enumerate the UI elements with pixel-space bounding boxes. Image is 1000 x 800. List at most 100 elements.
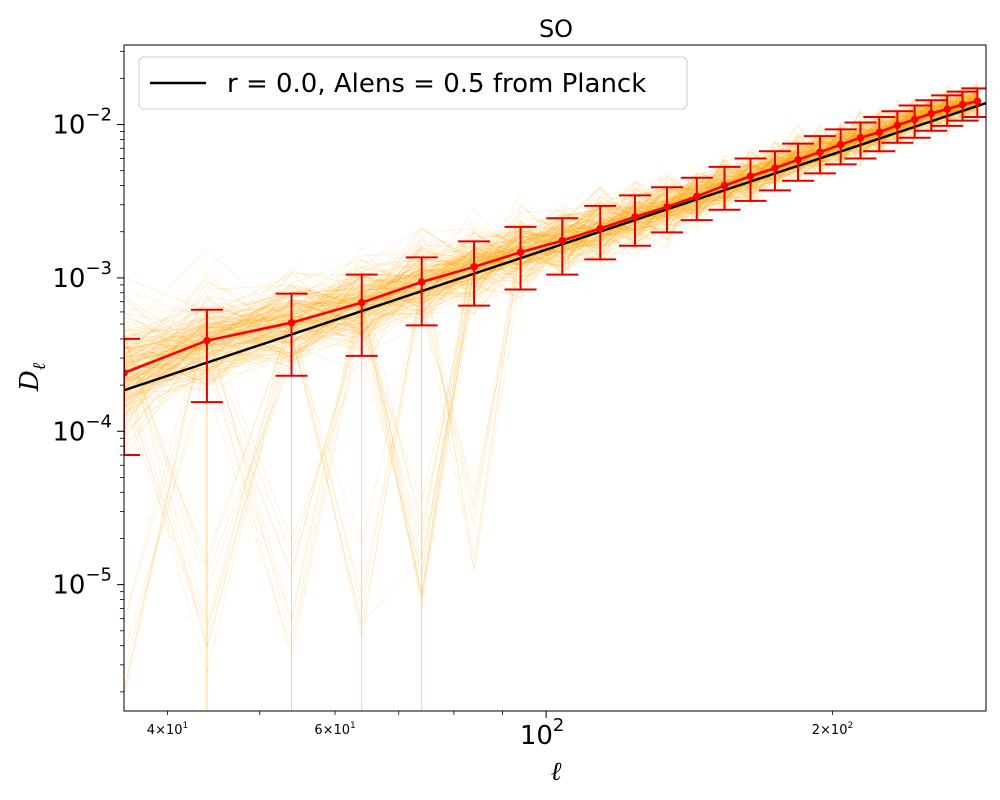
realization-line — [124, 93, 978, 364]
realization-line — [124, 109, 978, 450]
realization-line — [124, 92, 978, 407]
realization-line — [124, 92, 978, 364]
realization-line — [124, 98, 978, 591]
realization-line — [124, 110, 978, 623]
realization-line — [124, 100, 978, 382]
realizations — [124, 81, 978, 711]
realization-line — [124, 90, 978, 378]
realization-line — [124, 95, 978, 381]
realization-line — [124, 86, 978, 370]
realization-line — [124, 89, 978, 560]
realization-line — [124, 102, 978, 407]
mean-point — [927, 109, 936, 118]
x-minor-tick-label-base: 10 — [831, 723, 848, 738]
realization-line — [124, 94, 978, 411]
realization-line — [124, 97, 978, 365]
realization-line — [124, 81, 978, 637]
realization-line — [124, 86, 978, 559]
realization-line — [124, 92, 978, 365]
x-minor-tick-label-exponent: 2 — [847, 721, 853, 731]
realization-line — [124, 93, 978, 652]
realization-line — [124, 97, 978, 389]
y-tick-label-base: 10 — [52, 571, 85, 601]
legend-label-theory: r = 0.0, Alens = 0.5 from Planck — [227, 69, 646, 99]
mean-point — [836, 140, 845, 149]
realization-line — [124, 105, 978, 355]
realization-line — [124, 109, 978, 371]
realization-line — [124, 106, 978, 413]
mean-point — [893, 121, 902, 129]
realization-line — [124, 108, 978, 380]
mean-point — [357, 298, 366, 307]
realization-line — [124, 95, 978, 575]
x-minor-tick-label-base: 10 — [166, 723, 183, 738]
realization-line — [124, 91, 978, 619]
realization-line — [124, 100, 978, 599]
mean-point — [663, 203, 671, 211]
realization-line — [124, 90, 978, 369]
realization-line — [124, 84, 978, 374]
realization-line — [124, 92, 978, 379]
realization-line — [124, 99, 978, 384]
mean-point — [287, 318, 296, 327]
realization-line — [124, 95, 978, 625]
realization-line — [124, 98, 978, 341]
realization-line — [124, 97, 978, 339]
x-minor-tick-label-mantissa: 2× — [812, 723, 831, 738]
realization-line — [124, 103, 978, 649]
realization-line — [124, 93, 978, 692]
y-tick-label: 10−2 — [52, 105, 112, 141]
theory-line — [124, 101, 986, 392]
y-tick-label: 10−4 — [52, 411, 112, 447]
mean-point — [816, 148, 824, 157]
y-tick-label-base: 10 — [52, 264, 85, 294]
y-axis-label: Dℓ — [15, 362, 50, 392]
realization-line — [124, 100, 978, 378]
realization-line — [124, 100, 978, 392]
mean-point — [794, 155, 802, 164]
realization-line — [124, 98, 978, 649]
realization-line — [124, 101, 978, 402]
y-axis-label-subscript: ℓ — [29, 362, 50, 370]
realization-line — [124, 108, 978, 383]
realization-line — [124, 100, 978, 699]
realization-line — [124, 97, 978, 399]
realization-line — [124, 100, 978, 381]
realization-line — [124, 93, 978, 670]
mean-point — [875, 128, 884, 137]
chart-title: SO — [539, 15, 573, 43]
x-minor-tick-label-base: 10 — [333, 723, 350, 738]
realization-line — [124, 96, 978, 403]
legend-box — [138, 56, 688, 110]
realization-line — [124, 84, 978, 431]
y-tick-label-exponent: −4 — [85, 411, 112, 432]
realization-line — [124, 87, 978, 389]
y-tick-label-base: 10 — [52, 111, 85, 141]
x-minor-tick-label-mantissa: 6× — [314, 723, 333, 738]
y-axis-label-main: D — [15, 370, 45, 392]
realization-line — [124, 97, 978, 334]
realization-line — [124, 87, 978, 566]
y-tick-label-exponent: −3 — [85, 258, 112, 279]
realization-line — [124, 102, 978, 371]
realization-line — [124, 101, 978, 438]
mean-point — [746, 172, 755, 181]
mean-point — [596, 224, 605, 233]
realization-line — [124, 101, 978, 570]
realization-line — [124, 90, 978, 521]
realization-line — [124, 92, 978, 675]
plot-inner — [124, 81, 986, 711]
mean-point — [516, 248, 525, 257]
realization-line — [124, 104, 978, 440]
mean-point — [631, 213, 639, 221]
realization-line — [124, 100, 978, 385]
realization-line — [124, 98, 978, 357]
realization-line — [124, 91, 978, 389]
x-minor-tick-label: 4×101 — [147, 721, 188, 738]
realization-line — [124, 94, 978, 360]
realization-line — [124, 86, 978, 573]
realization-line — [124, 101, 978, 624]
realization-line — [124, 96, 978, 401]
realization-line — [124, 91, 978, 542]
